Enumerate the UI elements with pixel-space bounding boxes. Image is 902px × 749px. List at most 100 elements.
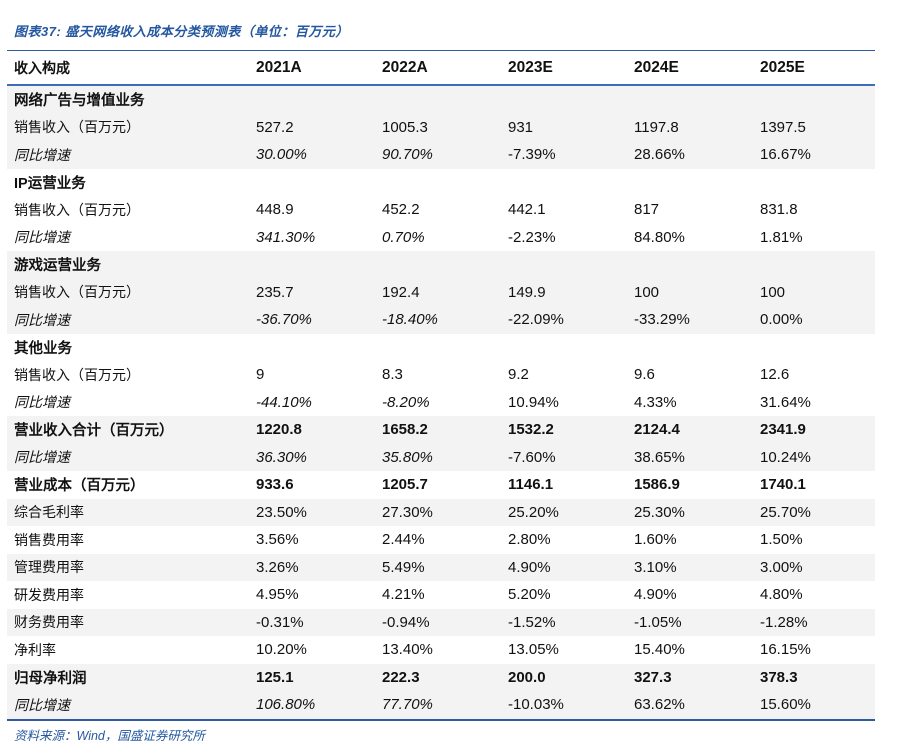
value-cell: -7.39% bbox=[508, 146, 556, 164]
table-row: 营业成本（百万元） 933.6 1205.7 1146.1 1586.9 1740.1 bbox=[7, 471, 875, 499]
header-cell-year: 2024E bbox=[634, 58, 679, 76]
value-cell: 10.24% bbox=[760, 448, 811, 466]
value-cell: -22.09% bbox=[508, 311, 564, 329]
value-cell: 10.20% bbox=[256, 641, 307, 659]
value-cell: 817 bbox=[634, 201, 660, 219]
row-label: 销售收入（百万元） bbox=[14, 366, 140, 383]
section-label: 网络广告与增值业务 bbox=[14, 93, 145, 110]
value-cell: 931 bbox=[508, 118, 534, 136]
value-cell: 3.10% bbox=[634, 558, 677, 576]
header-cell-year: 2022A bbox=[382, 58, 428, 76]
value-cell: 23.50% bbox=[256, 503, 307, 521]
row-label: 研发费用率 bbox=[14, 586, 84, 603]
value-cell: -18.40% bbox=[382, 311, 438, 329]
value-cell: 1397.5 bbox=[760, 118, 806, 136]
row-label: 销售收入（百万元） bbox=[14, 119, 140, 136]
value-cell: 4.90% bbox=[508, 558, 551, 576]
value-cell: 15.40% bbox=[634, 641, 685, 659]
value-cell: 1.60% bbox=[634, 531, 677, 549]
value-cell: 1658.2 bbox=[382, 421, 428, 439]
value-cell: 10.94% bbox=[508, 393, 559, 411]
value-cell: 1532.2 bbox=[508, 421, 554, 439]
value-cell: 100 bbox=[634, 283, 660, 301]
value-cell: 9 bbox=[256, 366, 265, 384]
value-cell: 25.70% bbox=[760, 503, 811, 521]
table-row: 同比增速 36.30% 35.80% -7.60% 38.65% 10.24% bbox=[7, 443, 875, 471]
value-cell: -0.31% bbox=[256, 613, 304, 631]
value-cell: 1.50% bbox=[760, 531, 803, 549]
value-cell: 1005.3 bbox=[382, 118, 428, 136]
value-cell: 235.7 bbox=[256, 283, 294, 301]
value-cell: 13.05% bbox=[508, 641, 559, 659]
value-cell: 527.2 bbox=[256, 118, 294, 136]
value-cell: 2.44% bbox=[382, 531, 425, 549]
value-cell: -0.94% bbox=[382, 613, 430, 631]
value-cell: 9.6 bbox=[634, 366, 655, 384]
row-label: 同比增速 bbox=[14, 394, 70, 411]
row-label: 财务费用率 bbox=[14, 614, 84, 631]
row-label: 同比增速 bbox=[14, 696, 70, 713]
value-cell: 35.80% bbox=[382, 448, 433, 466]
value-cell: -8.20% bbox=[382, 393, 430, 411]
table-header-row: 收入构成 2021A 2022A 2023E 2024E 2025E bbox=[7, 51, 875, 86]
section-label: IP运营业务 bbox=[14, 175, 86, 192]
value-cell: 2341.9 bbox=[760, 421, 806, 439]
value-cell: 831.8 bbox=[760, 201, 798, 219]
row-label: 管理费用率 bbox=[14, 559, 84, 576]
row-label: 净利率 bbox=[14, 641, 56, 658]
row-label: 销售费用率 bbox=[14, 531, 84, 548]
table-row: 其他业务 bbox=[7, 333, 875, 361]
value-cell: 327.3 bbox=[634, 668, 672, 686]
value-cell: 1197.8 bbox=[634, 118, 679, 136]
value-cell: 378.3 bbox=[760, 668, 798, 686]
value-cell: -7.60% bbox=[508, 448, 556, 466]
table-row: 销售收入（百万元） 527.2 1005.3 931 1197.8 1397.5 bbox=[7, 113, 875, 141]
value-cell: 125.1 bbox=[256, 668, 294, 686]
value-cell: 25.20% bbox=[508, 503, 559, 521]
value-cell: 192.4 bbox=[382, 283, 420, 301]
value-cell: -2.23% bbox=[508, 228, 556, 246]
value-cell: 25.30% bbox=[634, 503, 685, 521]
table-row: 同比增速 30.00% 90.70% -7.39% 28.66% 16.67% bbox=[7, 141, 875, 169]
value-cell: 1740.1 bbox=[760, 476, 806, 494]
value-cell: 452.2 bbox=[382, 201, 420, 219]
value-cell: -10.03% bbox=[508, 696, 564, 714]
table-row: 网络广告与增值业务 bbox=[7, 86, 875, 114]
table-row: 财务费用率 -0.31% -0.94% -1.52% -1.05% -1.28% bbox=[7, 608, 875, 636]
row-label: 同比增速 bbox=[14, 311, 70, 328]
value-cell: -36.70% bbox=[256, 311, 312, 329]
value-cell: 4.90% bbox=[634, 586, 677, 604]
value-cell: 31.64% bbox=[760, 393, 811, 411]
source-note: 资料来源：Wind，国盛证券研究所 bbox=[14, 729, 205, 743]
value-cell: 28.66% bbox=[634, 146, 685, 164]
header-cell-year: 2023E bbox=[508, 58, 553, 76]
value-cell: 3.56% bbox=[256, 531, 299, 549]
value-cell: 149.9 bbox=[508, 283, 546, 301]
table-row: 销售费用率 3.56% 2.44% 2.80% 1.60% 1.50% bbox=[7, 526, 875, 554]
value-cell: 1146.1 bbox=[508, 476, 554, 494]
value-cell: 16.67% bbox=[760, 146, 811, 164]
value-cell: 77.70% bbox=[382, 696, 433, 714]
table-row: 归母净利润 125.1 222.3 200.0 327.3 378.3 bbox=[7, 663, 875, 691]
value-cell: 2124.4 bbox=[634, 421, 680, 439]
value-cell: 4.80% bbox=[760, 586, 803, 604]
value-cell: 1586.9 bbox=[634, 476, 680, 494]
header-cell-label: 收入构成 bbox=[14, 59, 70, 76]
value-cell: 1220.8 bbox=[256, 421, 302, 439]
table-row: 综合毛利率 23.50% 27.30% 25.20% 25.30% 25.70% bbox=[7, 498, 875, 526]
section-label: 游戏运营业务 bbox=[14, 258, 101, 275]
value-cell: 16.15% bbox=[760, 641, 811, 659]
value-cell: 15.60% bbox=[760, 696, 811, 714]
row-label: 综合毛利率 bbox=[14, 504, 84, 521]
value-cell: 5.20% bbox=[508, 586, 551, 604]
value-cell: 4.21% bbox=[382, 586, 425, 604]
forecast-table: 收入构成 2021A 2022A 2023E 2024E 2025E 网络广告与增值业务销… bbox=[7, 50, 875, 721]
row-label: 归母净利润 bbox=[14, 670, 87, 687]
value-cell: 0.70% bbox=[382, 228, 425, 246]
value-cell: 90.70% bbox=[382, 146, 433, 164]
value-cell: -1.28% bbox=[760, 613, 808, 631]
table-row: 销售收入（百万元） 235.7 192.4 149.9 100 100 bbox=[7, 278, 875, 306]
section-label: 其他业务 bbox=[14, 340, 72, 357]
value-cell: 8.3 bbox=[382, 366, 403, 384]
value-cell: 3.26% bbox=[256, 558, 299, 576]
